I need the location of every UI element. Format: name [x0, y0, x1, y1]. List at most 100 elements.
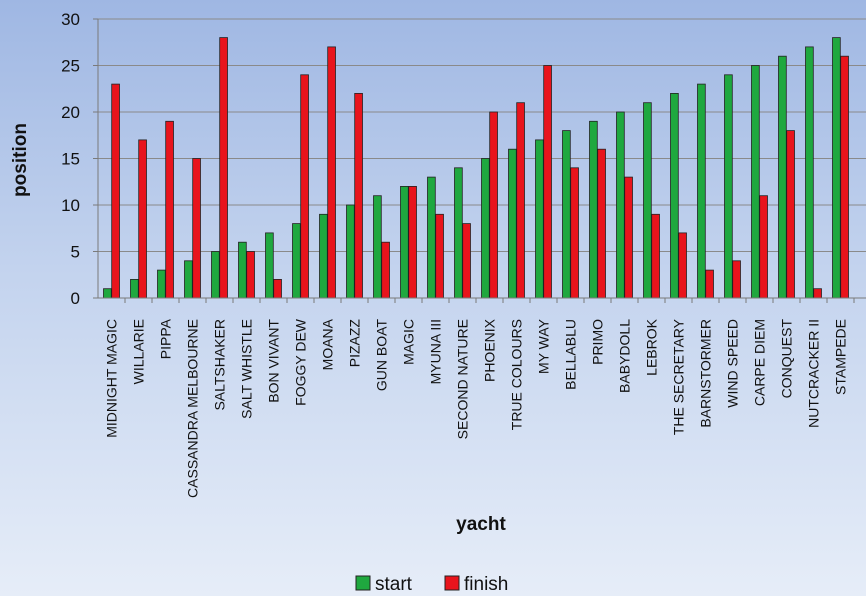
- bar-finish: [840, 55, 849, 299]
- y-tick-label: 20: [61, 103, 80, 122]
- bar-finish: [165, 120, 174, 299]
- bar-finish: [678, 232, 687, 299]
- x-tick-label: SECOND NATURE: [455, 319, 471, 439]
- bar-finish: [192, 158, 201, 299]
- bar-start: [211, 251, 220, 299]
- bar-start: [778, 55, 787, 299]
- bar-finish: [813, 288, 822, 299]
- bar-finish: [705, 269, 714, 299]
- bar-finish: [435, 213, 444, 299]
- y-tick-label: 30: [61, 10, 80, 29]
- x-tick-label: BARNSTORMER: [698, 319, 714, 428]
- bar-finish: [408, 185, 417, 299]
- x-tick-label: BABYDOLL: [617, 319, 633, 393]
- bar-start: [319, 213, 328, 299]
- bar-start: [562, 130, 571, 299]
- bar-finish: [516, 102, 525, 299]
- legend-label-finish: finish: [464, 574, 508, 595]
- y-tick-label: 25: [61, 57, 80, 76]
- x-tick-label: CASSANDRA MELBOURNE: [185, 319, 201, 498]
- bars: [103, 37, 849, 299]
- x-tick-label: TRUE COLOURS: [509, 319, 525, 430]
- bar-start: [292, 223, 301, 299]
- x-tick-label: PIZAZZ: [347, 319, 363, 368]
- x-tick-label: STAMPEDE: [833, 319, 849, 395]
- x-tick-label: MAGIC: [401, 319, 417, 365]
- bar-finish: [489, 111, 498, 299]
- x-tick-label: MYUNA III: [428, 319, 444, 384]
- bar-start: [589, 120, 598, 299]
- y-tick-label: 5: [71, 243, 80, 262]
- bar-start: [400, 185, 409, 299]
- bar-start: [805, 46, 814, 299]
- bar-finish: [624, 176, 633, 299]
- legend-swatch-start: [355, 575, 371, 591]
- bar-start: [346, 204, 355, 299]
- x-tick-label: CONQUEST: [779, 319, 795, 399]
- bar-start: [157, 269, 166, 299]
- x-tick-label: BELLABLU: [563, 319, 579, 390]
- bar-finish: [354, 93, 363, 299]
- bar-start: [535, 139, 544, 299]
- y-tick-label: 0: [71, 289, 80, 308]
- legend: start finish: [355, 574, 508, 595]
- bar-finish: [111, 83, 120, 299]
- bar-start: [697, 83, 706, 299]
- bar-start: [265, 232, 274, 299]
- bar-finish: [219, 37, 228, 299]
- y-tick-label: 10: [61, 196, 80, 215]
- bar-start: [238, 241, 247, 299]
- bar-finish: [543, 65, 552, 299]
- bar-start: [832, 37, 841, 299]
- bar-finish: [462, 223, 471, 299]
- bar-finish: [597, 148, 606, 299]
- bar-finish: [570, 167, 579, 299]
- bar-start: [643, 102, 652, 299]
- x-tick-label: NUTCRACKER II: [806, 319, 822, 428]
- bar-finish: [786, 130, 795, 299]
- x-tick-label: CARPE DIEM: [752, 319, 768, 406]
- bar-start: [103, 288, 112, 299]
- x-tick-label: GUN BOAT: [374, 319, 390, 392]
- bar-start: [724, 74, 733, 299]
- bar-finish: [381, 241, 390, 299]
- x-tick-label: MIDNIGHT MAGIC: [104, 319, 120, 438]
- bar-finish: [300, 74, 309, 299]
- bar-finish: [273, 278, 282, 299]
- bar-finish: [732, 260, 741, 299]
- x-tick-label: THE SECRETARY: [671, 318, 687, 435]
- legend-label-start: start: [375, 574, 413, 595]
- bar-finish: [759, 195, 768, 299]
- legend-swatch-finish: [444, 575, 460, 591]
- bar-start: [751, 65, 760, 299]
- x-tick-label: PIPPA: [158, 318, 174, 359]
- bar-finish: [138, 139, 147, 299]
- x-tick-label: SALTSHAKER: [212, 319, 228, 411]
- bar-start: [508, 148, 517, 299]
- bar-finish: [651, 213, 660, 299]
- bar-start: [454, 167, 463, 299]
- bar-finish: [327, 46, 336, 299]
- x-tick-label: MOANA: [320, 318, 336, 370]
- x-tick-label: WIND SPEED: [725, 319, 741, 408]
- bar-start: [130, 278, 139, 299]
- axes: [93, 18, 866, 303]
- bar-start: [616, 111, 625, 299]
- x-tick-labels: MIDNIGHT MAGIC WILLARIE PIPPA CASSANDRA MEL…: [104, 318, 849, 498]
- x-tick-label: PRIMO: [590, 319, 606, 365]
- x-tick-label: MY WAY: [536, 318, 552, 374]
- x-tick-label: FOGGY DEW: [293, 318, 309, 406]
- y-tick-label: 15: [61, 150, 80, 169]
- y-axis-title: position: [10, 123, 31, 197]
- bar-finish: [246, 251, 255, 299]
- bar-start: [670, 93, 679, 299]
- x-tick-label: PHOENIX: [482, 318, 498, 382]
- bar-start: [184, 260, 193, 299]
- bar-start: [481, 158, 490, 299]
- x-tick-label: LEBROK: [644, 318, 660, 375]
- bar-start: [427, 176, 436, 299]
- x-tick-label: SALT WHISTLE: [239, 319, 255, 419]
- x-tick-label: WILLARIE: [131, 319, 147, 384]
- x-axis-title: yacht: [456, 514, 506, 535]
